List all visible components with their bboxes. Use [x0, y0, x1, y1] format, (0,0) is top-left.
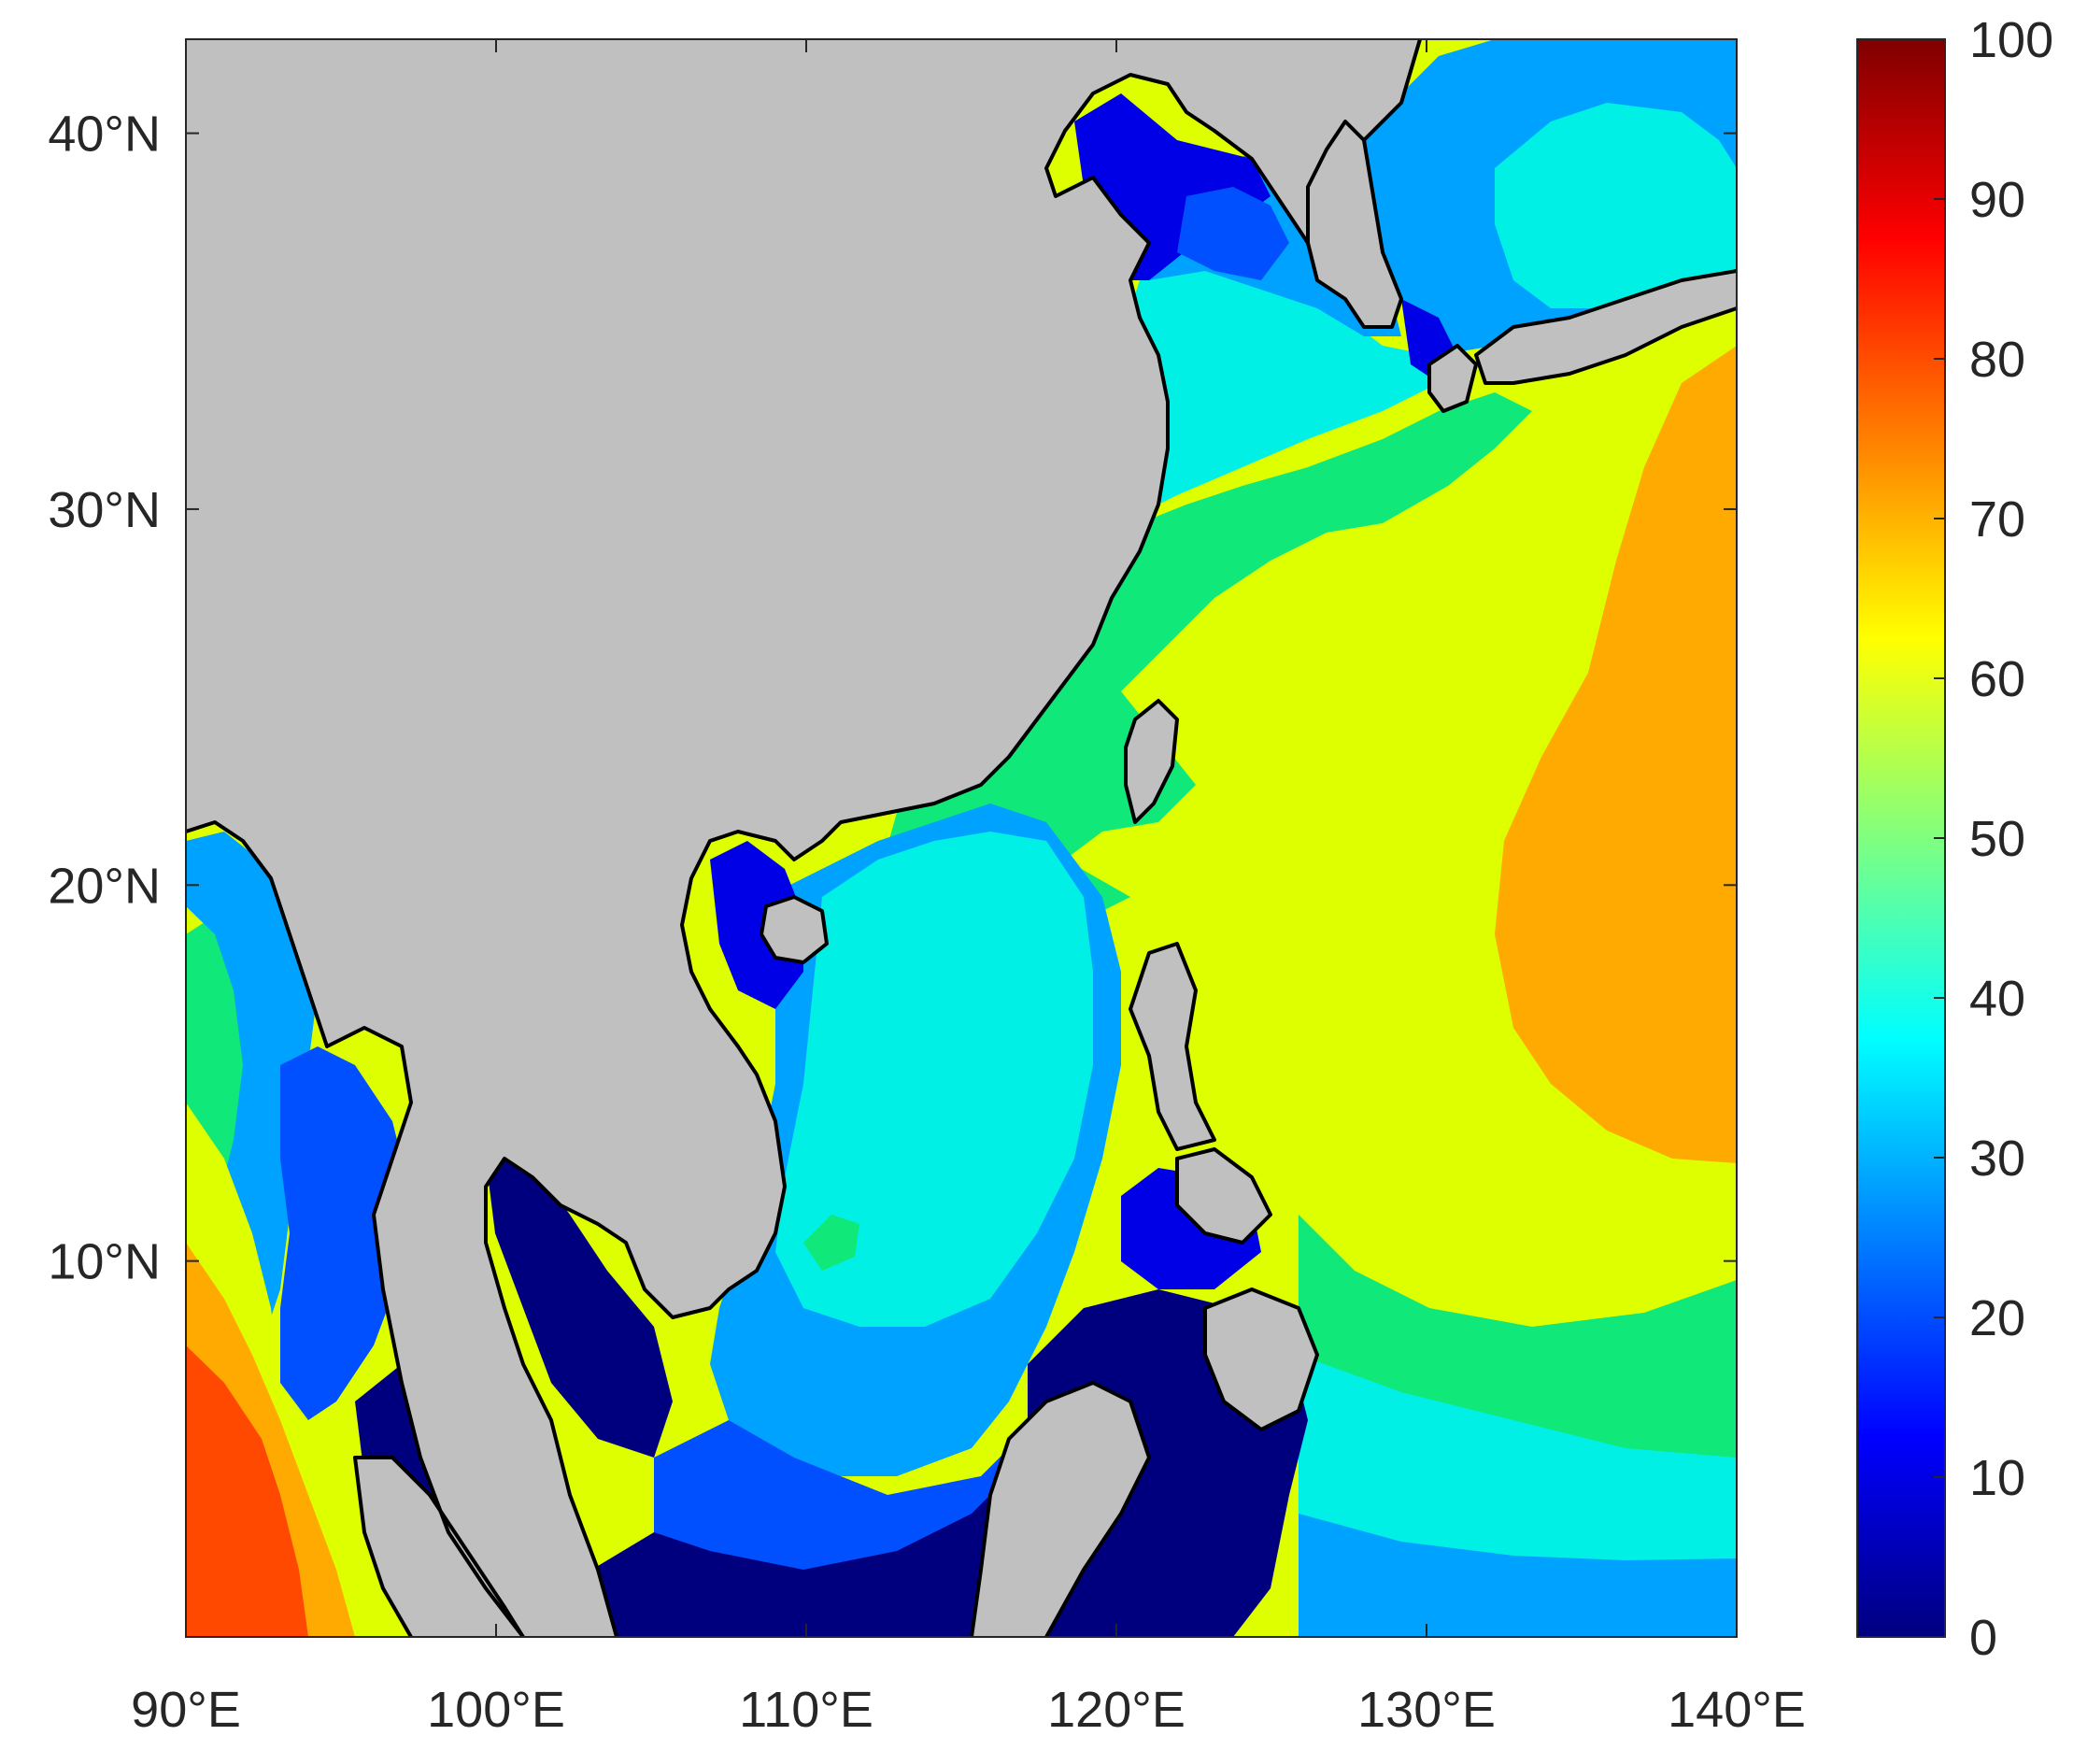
- coastline-korea: [1306, 139, 1403, 329]
- y-tick-label: 30°N: [48, 482, 161, 538]
- coastline-taiwan: [1124, 699, 1179, 824]
- south-china-sea-cyan: [775, 832, 1093, 1327]
- hainan-island: [761, 897, 827, 962]
- pacific-orange-zone: [1495, 346, 1737, 1163]
- map-x-axis: 90°E 100°E 110°E 120°E 130°E 140°E: [131, 39, 1806, 1738]
- y-tick-label: 10°N: [48, 1234, 161, 1290]
- gulf-of-thailand-dark: [486, 1149, 673, 1458]
- x-tick-label: 130°E: [1357, 1682, 1496, 1738]
- colorbar-gradient: [1856, 38, 1946, 1638]
- colorbar-tick-label: 10: [1969, 1450, 2025, 1506]
- coastlines: [186, 39, 1737, 1637]
- korean-peninsula: [1308, 121, 1401, 327]
- coastline-mainland: [186, 39, 1422, 1637]
- y-tick-label: 40°N: [48, 107, 161, 163]
- colorbar: 0 10 20 30 40 50 60 70 80 90 100: [1856, 12, 2053, 1666]
- pacific-light-blue-zone: [1299, 1514, 1737, 1637]
- coastline-hainan: [760, 895, 829, 964]
- coastline-sumatra: [353, 1456, 525, 1637]
- sea-field-map: [186, 39, 1737, 1637]
- japan-kyushu: [1429, 346, 1476, 411]
- sumatra-island: [355, 1458, 523, 1637]
- andaman-sea-blue: [280, 1046, 411, 1420]
- coastline-luzon: [1129, 942, 1216, 1151]
- visayas-islands: [1177, 1149, 1271, 1243]
- colorbar-tick-label: 80: [1969, 332, 2025, 388]
- borneo-island: [972, 1383, 1149, 1637]
- x-tick-label: 100°E: [427, 1682, 565, 1738]
- colorbar-tick-label: 20: [1969, 1290, 2025, 1346]
- coastline-honshu: [1474, 269, 1737, 385]
- colorbar-tick-label: 90: [1969, 172, 2025, 228]
- east-china-sea-cyan: [1065, 262, 1485, 542]
- bay-of-bengal-red-orange: [186, 1345, 308, 1637]
- coastline-kyushu: [1427, 344, 1478, 413]
- colorbar-tick-label: 30: [1969, 1131, 2025, 1187]
- x-tick-label: 140°E: [1668, 1682, 1806, 1738]
- colorbar-tick-label: 60: [1969, 651, 2025, 707]
- sea-of-japan-cyan: [1495, 103, 1737, 308]
- colorbar-tick-label: 0: [1969, 1610, 1997, 1666]
- colorbar-tick-label: 70: [1969, 491, 2025, 548]
- y-tick-label: 20°N: [48, 858, 161, 914]
- coastline-mindanao: [1203, 1287, 1319, 1431]
- colorbar-tick-label: 40: [1969, 971, 2025, 1027]
- coastline-visayas: [1175, 1147, 1272, 1245]
- java-sea-dark: [561, 1458, 1046, 1637]
- coastline-borneo: [970, 1381, 1151, 1637]
- colorbar-ticks: 0 10 20 30 40 50 60 70 80 90 100: [1934, 12, 2053, 1666]
- kuroshio-green-tongue: [878, 392, 1532, 962]
- bohai-mid-blue: [1177, 187, 1289, 280]
- asian-mainland: [186, 39, 1420, 1637]
- map-y-axis: 10°N 20°N 30°N 40°N: [48, 107, 1737, 1290]
- x-tick-label: 110°E: [739, 1682, 873, 1738]
- map-frame: [185, 38, 1738, 1638]
- south-china-sea-mid-blue: [654, 1345, 1102, 1588]
- colorbar-tick-label: 50: [1969, 811, 2025, 867]
- colorbar-tick-label: 100: [1969, 12, 2053, 68]
- x-tick-label: 90°E: [131, 1682, 241, 1738]
- taiwan-island: [1126, 701, 1177, 822]
- mindanao-island: [1205, 1289, 1317, 1430]
- japan-honshu: [1476, 271, 1737, 383]
- gulf-of-tonkin-blue: [710, 841, 803, 1009]
- south-china-sea-green-patch: [803, 1215, 859, 1271]
- x-tick-label: 120°E: [1047, 1682, 1186, 1738]
